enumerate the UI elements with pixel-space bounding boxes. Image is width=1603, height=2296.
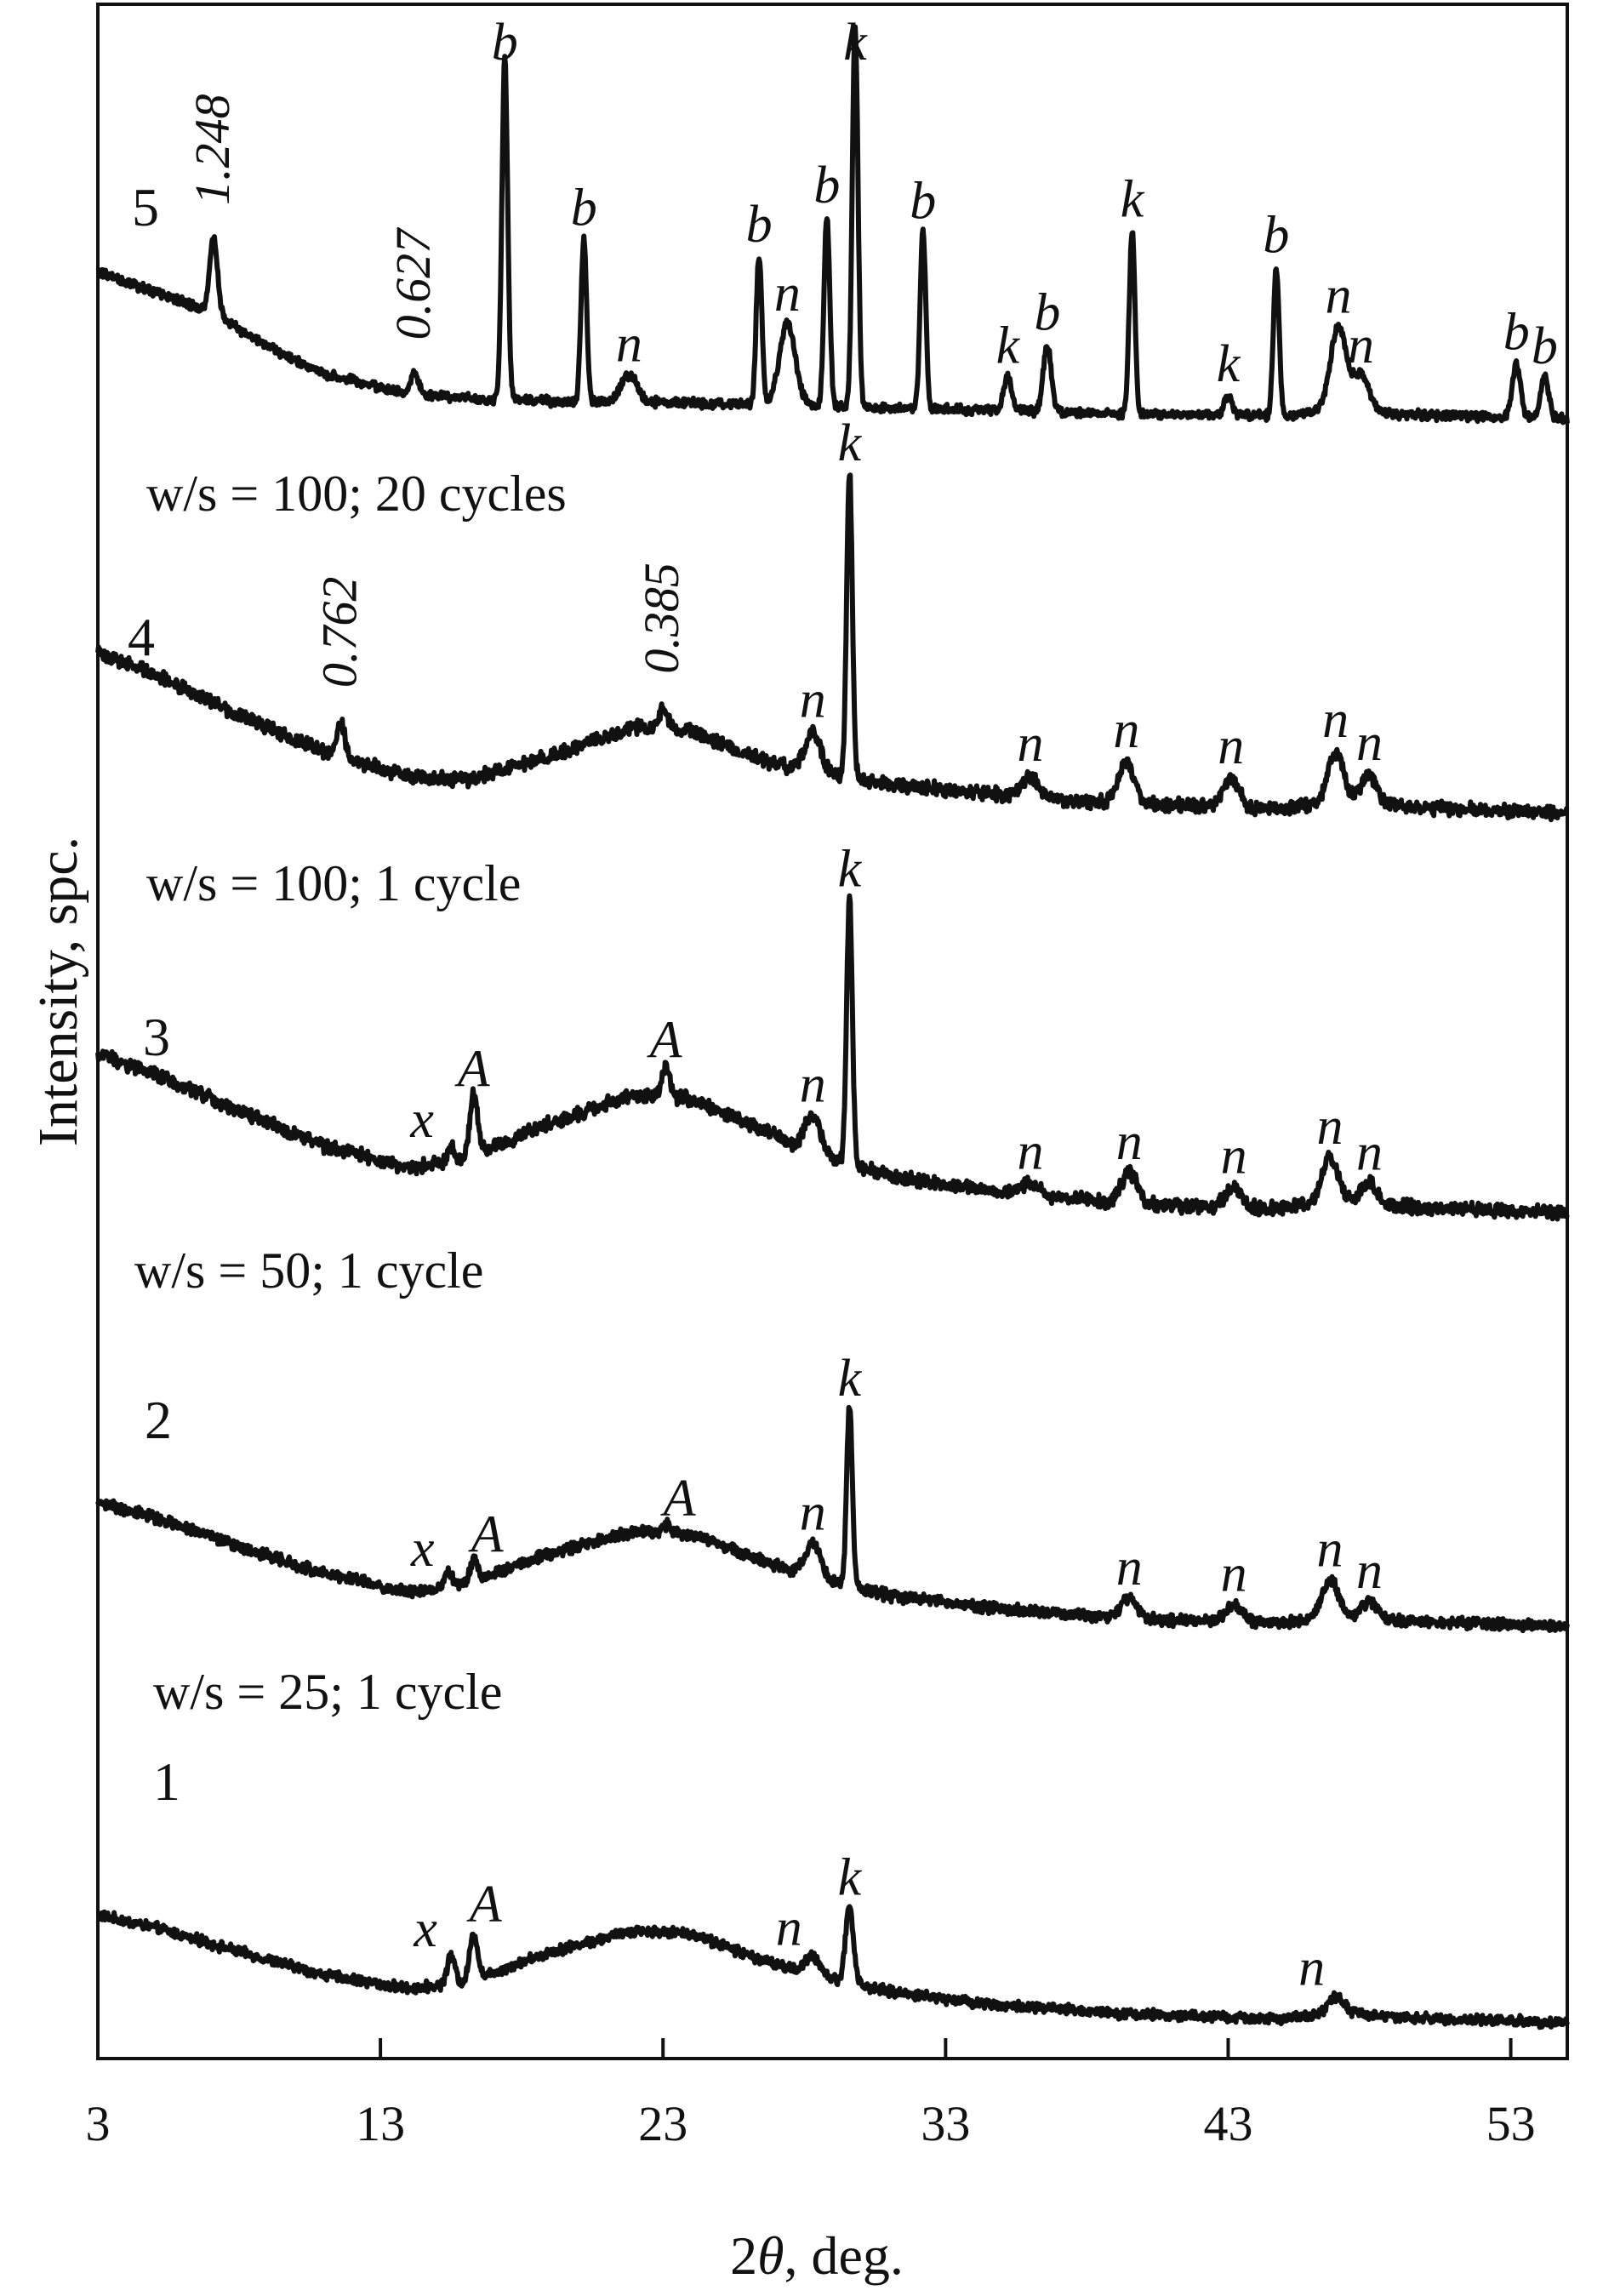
peak-label-A: A	[466, 1876, 503, 1933]
peak-label-b: b	[1532, 317, 1558, 375]
x-tick-label: 53	[1486, 2096, 1536, 2151]
peak-label-x: x	[410, 1520, 435, 1578]
peak-d-spacing-label: 1.248	[185, 94, 240, 206]
peak-label-b: b	[1263, 207, 1289, 265]
peak-label-n: n	[1017, 715, 1043, 773]
peak-label-k: k	[843, 14, 868, 71]
peak-label-A: A	[468, 1505, 505, 1563]
peak-label-k: k	[1217, 335, 1241, 393]
series-4-line	[95, 472, 1570, 823]
peak-label-n: n	[800, 1483, 826, 1541]
plot-frame	[96, 3, 1569, 2060]
peak-label-A: A	[647, 1012, 683, 1070]
peak-label-k: k	[838, 840, 863, 898]
peak-label-n: n	[1218, 717, 1244, 775]
peak-label-n: n	[1356, 1542, 1383, 1600]
peak-label-n: n	[776, 1899, 802, 1956]
peak-label-A: A	[660, 1470, 697, 1528]
x-tick-label: 13	[356, 2096, 405, 2151]
peak-label-n: n	[1317, 1098, 1343, 1156]
y-axis-label: Intensity, spc.	[27, 837, 89, 1146]
peak-label-n: n	[1116, 1539, 1143, 1596]
peak-label-n: n	[1317, 1521, 1343, 1579]
peak-label-k: k	[838, 1350, 863, 1408]
series-1-line	[95, 1904, 1570, 2030]
x-axis-ticks: 3 13 23 33 43 53	[86, 2038, 1536, 2151]
peak-label-n: n	[1356, 1123, 1383, 1181]
series-5-number: 5	[132, 177, 159, 237]
x-tick-label: 23	[638, 2096, 687, 2151]
series-2-line	[95, 1404, 1570, 1634]
peak-label-n: n	[1298, 1939, 1325, 1997]
series-2-condition: w/s = 50; 1 cycle	[134, 1242, 483, 1299]
series-1-number: 1	[153, 1751, 180, 1812]
traces	[95, 24, 1570, 2030]
annotations: 1 w/s = 25; 1 cycle 2 w/s = 50; 1 cycle 3 w/s…	[128, 14, 1558, 1997]
peak-d-spacing-label: 0.627	[385, 227, 441, 340]
peak-label-b: b	[910, 172, 936, 230]
peak-label-k: k	[838, 414, 863, 472]
peak-label-n: n	[800, 1056, 826, 1114]
peak-label-A: A	[454, 1040, 491, 1098]
x-tick-label: 3	[86, 2096, 111, 2151]
peak-label-n: n	[1356, 714, 1383, 772]
peak-label-n: n	[1113, 701, 1139, 759]
peak-d-spacing-label: 0.385	[634, 563, 689, 674]
peak-label-n: n	[1322, 691, 1349, 749]
peak-label-b: b	[571, 180, 597, 237]
series-3-line	[95, 893, 1570, 1222]
x-axis-label: 2θ, deg.	[730, 2225, 904, 2286]
peak-label-k: k	[1121, 171, 1145, 229]
series-4-number: 4	[128, 607, 155, 667]
peak-label-n: n	[1221, 1128, 1247, 1185]
peak-label-b: b	[746, 196, 773, 254]
peak-d-spacing-label: 0.762	[312, 577, 368, 688]
peak-label-n: n	[800, 671, 826, 729]
series-4-condition: w/s = 100; 20 cycles	[146, 465, 567, 522]
series-3-condition: w/s = 100; 1 cycle	[146, 855, 521, 911]
peak-label-k: k	[838, 1848, 863, 1906]
peak-label-b: b	[1034, 284, 1060, 342]
peak-label-n: n	[1116, 1113, 1143, 1171]
peak-label-k: k	[996, 317, 1021, 374]
peak-label-x: x	[409, 1091, 434, 1149]
series-5-line	[95, 24, 1570, 426]
series-3-number: 3	[143, 1007, 170, 1067]
x-tick-label: 33	[921, 2096, 970, 2151]
peak-label-n: n	[774, 265, 801, 323]
series-2-number: 2	[145, 1390, 172, 1450]
peak-label-b: b	[492, 14, 518, 71]
peak-label-n: n	[1325, 266, 1351, 324]
peak-label-n: n	[1348, 317, 1374, 374]
series-1-condition: w/s = 25; 1 cycle	[153, 1664, 502, 1720]
peak-label-n: n	[616, 316, 642, 374]
peak-label-x: x	[413, 1900, 437, 1958]
x-tick-label: 43	[1203, 2096, 1252, 2151]
peak-label-b: b	[813, 157, 840, 214]
peak-label-n: n	[1017, 1123, 1043, 1181]
peak-label-b: b	[1503, 303, 1530, 361]
peak-label-n: n	[1221, 1545, 1247, 1603]
